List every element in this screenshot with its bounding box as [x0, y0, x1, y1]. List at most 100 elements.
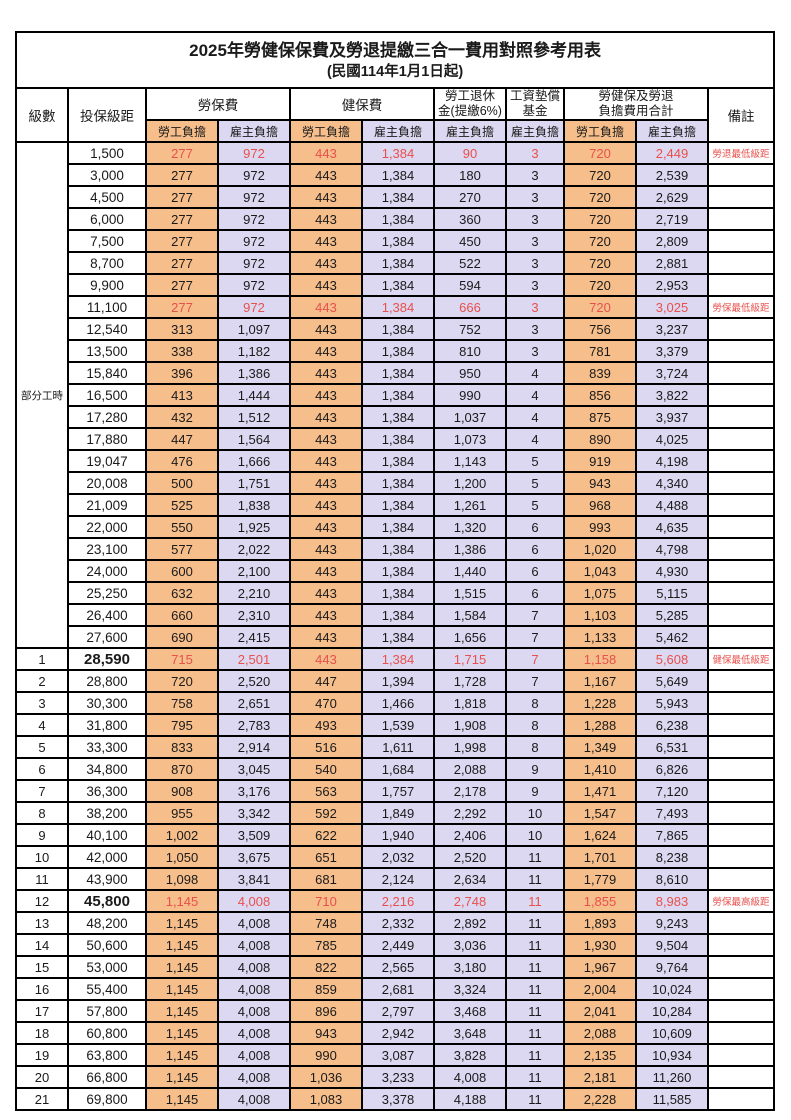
health-employer-cell: 1,384 [361, 603, 435, 627]
wage-fund-cell: 3 [505, 207, 565, 231]
pension-employer-cell: 950 [433, 361, 507, 385]
remark-cell [706, 867, 776, 891]
health-employee-cell: 443 [289, 229, 363, 253]
labor-employer-cell: 3,675 [217, 845, 291, 869]
wage-fund-cell: 11 [505, 1043, 565, 1067]
remark-cell [706, 801, 776, 825]
wage-fund-cell: 4 [505, 405, 565, 429]
health-employee-cell: 710 [289, 889, 363, 913]
health-employee-cell: 443 [289, 339, 363, 363]
pension-employer-cell: 1,584 [433, 603, 507, 627]
pension-employer-cell: 2,292 [433, 801, 507, 825]
labor-employee-cell: 1,145 [145, 1087, 219, 1111]
remark-cell [706, 1043, 776, 1067]
health-employee-cell: 443 [289, 603, 363, 627]
table-row: 21 69,800 1,145 4,008 1,083 3,378 4,188 11 2,228… [15, 1087, 776, 1111]
pension-header-line2: 金(提繳6%) [438, 104, 502, 118]
labor-employee-cell: 1,098 [145, 867, 219, 891]
total-employee-cell: 2,041 [563, 999, 637, 1023]
health-employee-cell: 443 [289, 251, 363, 275]
total-employee-cell: 875 [563, 405, 637, 429]
total-employee-cell: 993 [563, 515, 637, 539]
total-employee-cell: 1,103 [563, 603, 637, 627]
wage-fund-cell: 7 [505, 625, 565, 649]
remark-cell [706, 383, 776, 407]
wage-fund-cell: 3 [505, 185, 565, 209]
total-employee-cell: 2,004 [563, 977, 637, 1001]
bracket-cell: 26,400 [67, 603, 147, 627]
remark-cell [706, 537, 776, 561]
health-employer-cell: 1,384 [361, 339, 435, 363]
pension-employer-cell: 752 [433, 317, 507, 341]
wage-fund-cell: 11 [505, 867, 565, 891]
labor-employee-cell: 1,145 [145, 1021, 219, 1045]
total-employee-cell: 1,410 [563, 757, 637, 781]
total-employee-cell: 839 [563, 361, 637, 385]
bracket-cell: 42,000 [67, 845, 147, 869]
pension-employer-cell: 3,648 [433, 1021, 507, 1045]
table-row: 17,280 432 1,512 443 1,384 1,037 4 875 3,937 [16, 405, 776, 429]
remark-cell: 勞退最低級距 [706, 141, 776, 165]
labor-employer-cell: 1,097 [217, 317, 291, 341]
subheader-wage-fund-employer: 雇主負擔 [505, 119, 565, 143]
labor-employee-cell: 758 [145, 691, 219, 715]
health-employer-cell: 1,684 [361, 757, 435, 781]
pension-employer-cell: 1,440 [433, 559, 507, 583]
bracket-cell: 60,800 [67, 1021, 147, 1045]
total-employer-cell: 10,934 [635, 1043, 709, 1067]
bracket-cell: 28,590 [67, 647, 147, 671]
total-employer-cell: 2,809 [635, 229, 709, 253]
table-row: 5 33,300 833 2,914 516 1,611 1,998 8 1,349 6,531 [15, 735, 776, 759]
table-row: 20 66,800 1,145 4,008 1,036 3,233 4,008 11 2,181… [15, 1065, 776, 1089]
table-row: 4,500 277 972 443 1,384 270 3 720 2,629 [16, 185, 776, 209]
health-employer-cell: 1,384 [361, 317, 435, 341]
bracket-cell: 28,800 [67, 669, 147, 693]
wage-fund-cell: 3 [505, 339, 565, 363]
total-employee-cell: 720 [563, 141, 637, 165]
health-employer-cell: 2,449 [361, 933, 435, 957]
health-employee-cell: 443 [289, 559, 363, 583]
labor-employee-cell: 1,050 [145, 845, 219, 869]
health-employee-cell: 748 [289, 911, 363, 935]
labor-employer-cell: 972 [217, 207, 291, 231]
table-row: 25,250 632 2,210 443 1,384 1,515 6 1,075 5,115 [16, 581, 776, 605]
health-employee-cell: 443 [289, 449, 363, 473]
total-employee-cell: 1,471 [563, 779, 637, 803]
pension-employer-cell: 90 [433, 141, 507, 165]
pension-employer-cell: 1,143 [433, 449, 507, 473]
bracket-cell: 12,540 [67, 317, 147, 341]
remark-cell [706, 515, 776, 539]
labor-employer-cell: 2,022 [217, 537, 291, 561]
wage-fund-cell: 3 [505, 317, 565, 341]
remark-cell [706, 669, 776, 693]
remark-cell [706, 845, 776, 869]
bracket-cell: 50,600 [67, 933, 147, 957]
labor-employer-cell: 3,176 [217, 779, 291, 803]
table-body: 部分工時 1,500 277 972 443 1,384 90 3 720 2,449 勞退最低級距… [15, 141, 776, 1111]
labor-employer-cell: 4,008 [217, 1043, 291, 1067]
labor-employer-cell: 2,783 [217, 713, 291, 737]
bracket-cell: 55,400 [67, 977, 147, 1001]
labor-employer-cell: 1,666 [217, 449, 291, 473]
bracket-cell: 43,900 [67, 867, 147, 891]
table-row: 3 30,300 758 2,651 470 1,466 1,818 8 1,228 5,943 [15, 691, 776, 715]
table-row: 14 50,600 1,145 4,008 785 2,449 3,036 11 1,930 9,… [15, 933, 776, 957]
bracket-cell: 3,000 [67, 163, 147, 187]
labor-employer-cell: 972 [217, 185, 291, 209]
wage-fund-cell: 3 [505, 251, 565, 275]
labor-employer-cell: 1,444 [217, 383, 291, 407]
total-employer-cell: 10,024 [635, 977, 709, 1001]
level-cell: 21 [15, 1087, 69, 1111]
health-employer-cell: 1,466 [361, 691, 435, 715]
level-cell: 17 [15, 999, 69, 1023]
wage-fund-cell: 6 [505, 515, 565, 539]
health-employer-cell: 3,087 [361, 1043, 435, 1067]
total-employee-cell: 1,288 [563, 713, 637, 737]
bracket-cell: 57,800 [67, 999, 147, 1023]
bracket-cell: 6,000 [67, 207, 147, 231]
col-header-bracket: 投保級距 [67, 87, 147, 143]
bracket-cell: 1,500 [67, 141, 147, 165]
health-employee-cell: 443 [289, 537, 363, 561]
col-header-health-insurance: 健保費 [289, 87, 435, 121]
total-employee-cell: 1,228 [563, 691, 637, 715]
